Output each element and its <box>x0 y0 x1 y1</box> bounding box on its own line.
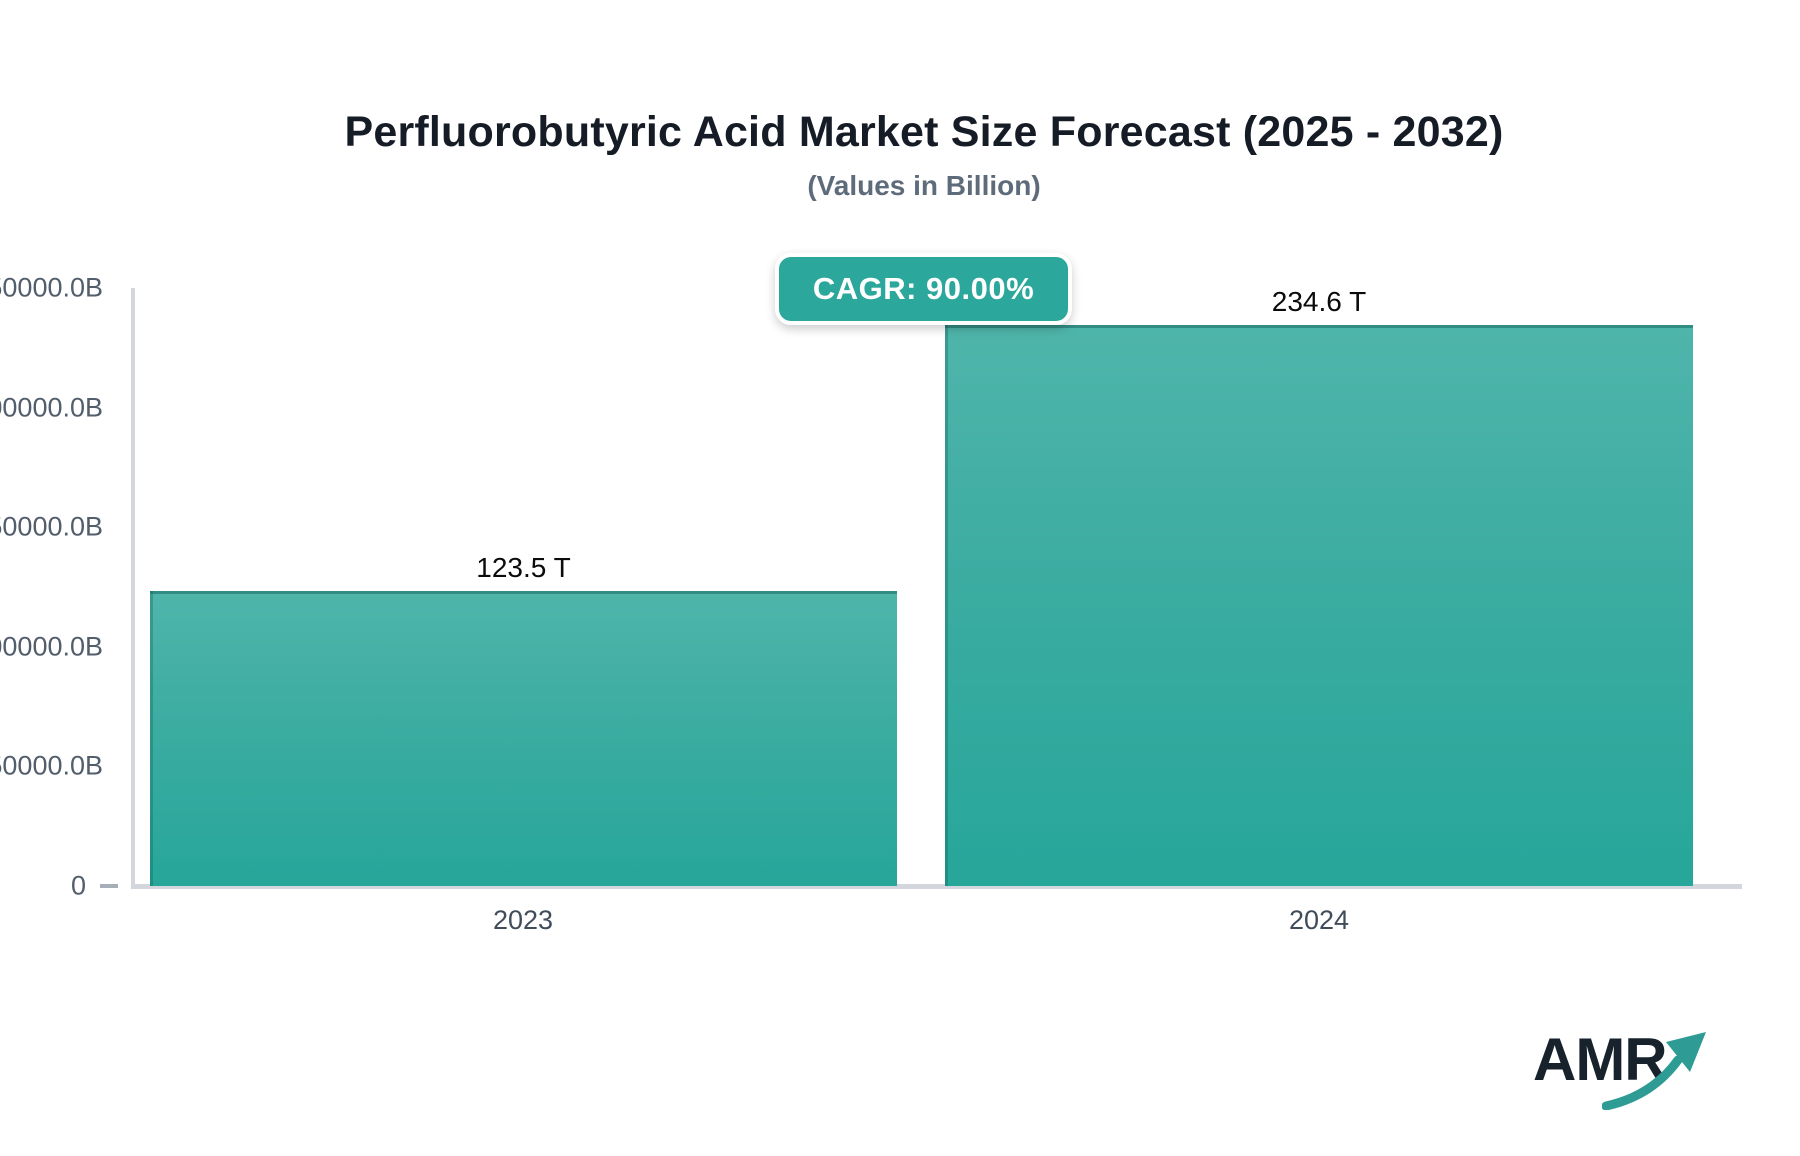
bar-2023: 123.5 T <box>150 552 897 886</box>
amr-logo-text: AMR <box>1533 1026 1668 1093</box>
chart-subtitle: (Values in Billion) <box>807 170 1041 201</box>
cagr-badge: CAGR: 90.00% <box>775 253 1072 325</box>
bar-value-label-2024: 234.6 T <box>1271 286 1367 317</box>
x-axis-label-2023: 2023 <box>492 905 554 935</box>
y-axis-tick-label: 250000.0B <box>0 272 103 303</box>
y-axis-tick-label-zero: 0 <box>70 870 86 901</box>
amr-logo: AMR <box>1530 1025 1730 1120</box>
trend-up-arrow-icon <box>1602 1032 1706 1110</box>
y-axis-tick-label: 100000.0B <box>0 631 103 662</box>
y-axis-line <box>131 288 135 886</box>
y-axis-tick-label: 150000.0B <box>0 511 103 542</box>
chart-title: Perfluorobutyric Acid Market Size Foreca… <box>344 108 1504 156</box>
bar-2024: 234.6 T <box>945 286 1693 886</box>
zero-tick-mark <box>100 884 118 888</box>
y-axis-tick-label: 50000.0B <box>0 750 103 781</box>
x-axis-line <box>131 884 1742 889</box>
y-axis-tick-label: 200000.0B <box>0 392 103 423</box>
x-axis-label-2024: 2024 <box>1288 905 1350 935</box>
bar-value-label-2023: 123.5 T <box>476 552 571 583</box>
cagr-badge-label: CAGR: 90.00% <box>812 271 1035 306</box>
